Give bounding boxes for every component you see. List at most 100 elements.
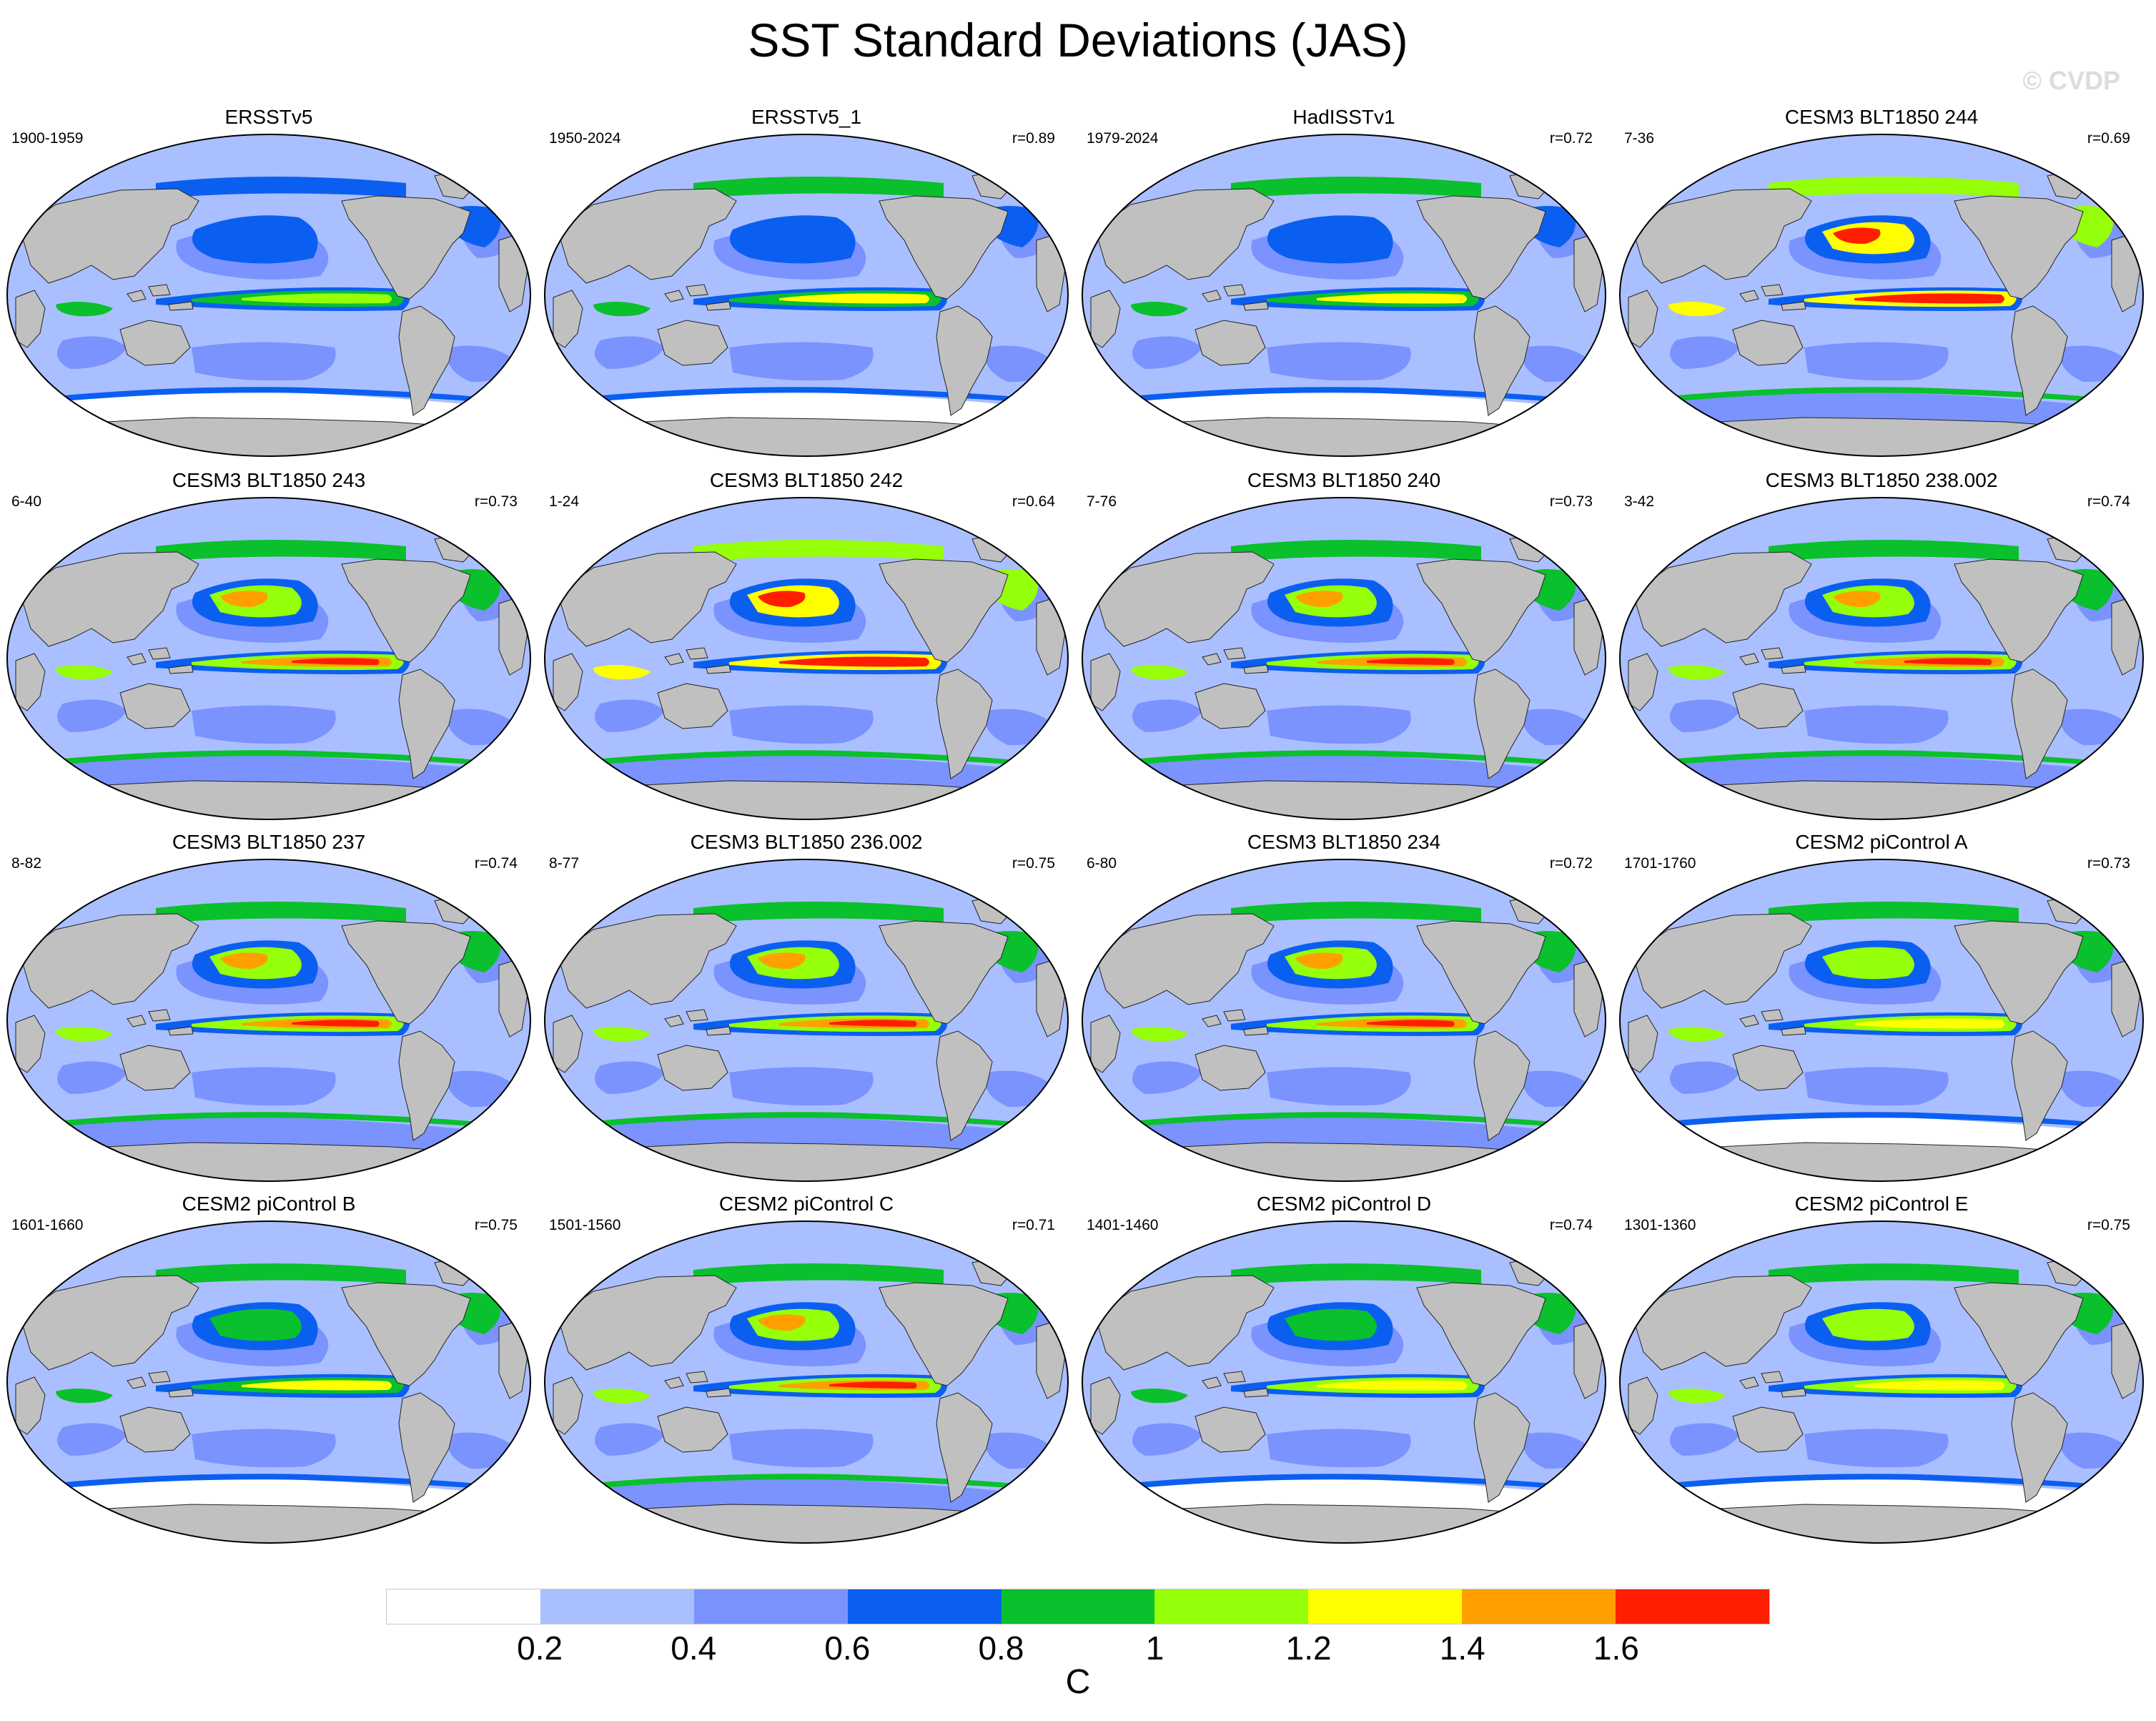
- mid-latitude-variance-patch: [57, 1061, 127, 1094]
- land-mass: [1954, 195, 2084, 300]
- sst-map: [6, 859, 531, 1182]
- land-mass: [1781, 1388, 1806, 1398]
- panel-title: CESM3 BLT1850 244: [1784, 106, 1979, 128]
- sst-map: [1082, 497, 1606, 820]
- land-mass: [1632, 551, 1812, 647]
- enso-core: [1317, 293, 1467, 304]
- southern-ocean-low-variance: [1124, 1115, 1574, 1151]
- panel-title: CESM2 piControl E: [1794, 1193, 1969, 1215]
- mid-latitude-variance-patch: [192, 342, 336, 381]
- map-border: [1082, 859, 1606, 1182]
- sst-map: [1082, 1221, 1606, 1544]
- land-mass: [936, 1030, 993, 1141]
- sst-map: [1619, 134, 2144, 457]
- kuroshio-extension-peak: [758, 952, 806, 970]
- southern-ocean-low-variance: [1124, 1477, 1574, 1513]
- colorbar-tick-label: 0.4: [671, 1629, 717, 1667]
- land-mass: [341, 1282, 471, 1386]
- mid-latitude-variance-patch: [1267, 342, 1411, 381]
- land-mass: [1195, 1045, 1266, 1091]
- land-mass: [1732, 1045, 1804, 1091]
- land-mass: [1094, 1275, 1275, 1371]
- panel-title: CESM2 piControl B: [182, 1193, 356, 1215]
- land-mass: [1739, 1015, 1759, 1027]
- panel-pattern-correlation: r=0.89: [1012, 130, 1055, 147]
- colorbar: [386, 1589, 1770, 1624]
- land-mass: [879, 558, 1009, 663]
- mid-latitude-variance-patch: [1267, 1429, 1411, 1468]
- southern-ocean-front: [56, 387, 499, 403]
- panel-pattern-correlation: r=0.73: [1549, 493, 1593, 510]
- enso-core: [779, 293, 929, 304]
- map-panel: ERSSTv5_1 1950-2024 r=0.89: [538, 106, 1075, 463]
- mid-latitude-variance-patch: [1670, 336, 1740, 369]
- southern-ocean-low-variance: [586, 1477, 1037, 1513]
- map-border: [1619, 1221, 2144, 1544]
- kuroshio-extension-peak: [1295, 591, 1343, 608]
- colorbar-tick-label: 0.8: [978, 1629, 1024, 1667]
- land-mass: [657, 320, 728, 366]
- north-pacific-high-variance: [1822, 947, 1914, 980]
- indian-ocean-variance: [1131, 1027, 1188, 1042]
- land-mass: [398, 1030, 455, 1141]
- indian-ocean-variance: [56, 1389, 113, 1404]
- arctic-variance-band: [693, 177, 944, 199]
- map-panel: CESM2 piControl B 1601-1660 r=0.75: [0, 1193, 538, 1550]
- sst-map: [1082, 134, 1606, 457]
- mid-latitude-variance-patch: [57, 1423, 127, 1456]
- mid-latitude-variance-patch: [1804, 1429, 1949, 1468]
- mid-latitude-variance-patch: [192, 1067, 336, 1106]
- indian-ocean-variance: [1668, 1389, 1726, 1404]
- southern-ocean-low-variance: [1661, 390, 2112, 426]
- land-mass: [2011, 1030, 2068, 1141]
- land-mass: [1243, 664, 1269, 674]
- map-border: [1082, 134, 1606, 457]
- arctic-variance-band: [693, 540, 944, 562]
- mid-latitude-variance-patch: [57, 699, 127, 732]
- sst-map: [544, 134, 1069, 457]
- colorbar-swatch: [1001, 1589, 1155, 1624]
- southern-ocean-front: [593, 750, 1037, 766]
- land-mass: [657, 1406, 728, 1453]
- kuroshio-extension-peak: [1295, 952, 1343, 970]
- enso-peak: [1904, 658, 1992, 665]
- land-mass: [1195, 683, 1266, 729]
- southern-ocean-low-variance: [49, 754, 499, 789]
- colorbar-labels: 0.2 0.4 0.6 0.8 1 1.2 1.4 1.6: [386, 1629, 1770, 1667]
- land-mass: [127, 653, 147, 666]
- land-mass: [686, 284, 708, 297]
- mid-latitude-variance-patch: [1132, 1423, 1202, 1456]
- map-panel: CESM3 BLT1850 243 6-40 r=0.73: [0, 469, 538, 827]
- land-mass: [398, 305, 455, 416]
- land-mass: [1732, 320, 1804, 366]
- mid-latitude-variance-patch: [1670, 699, 1740, 732]
- mid-latitude-variance-patch: [1804, 705, 1949, 744]
- land-mass: [557, 551, 737, 647]
- land-mass: [1195, 1406, 1266, 1453]
- panel-period: 1701-1760: [1624, 855, 1696, 872]
- enso-core: [1854, 1018, 2004, 1029]
- southern-ocean-front: [593, 1112, 1037, 1128]
- sst-map: [544, 497, 1069, 820]
- land-mass: [168, 301, 194, 311]
- sst-map: [1619, 1221, 2144, 1544]
- land-mass: [2011, 1392, 2068, 1503]
- land-mass: [1223, 284, 1246, 297]
- southern-ocean-low-variance: [1661, 1477, 2112, 1513]
- panel-pattern-correlation: r=0.71: [1012, 1217, 1055, 1233]
- panel-title: CESM2 piControl D: [1256, 1193, 1432, 1215]
- panel-pattern-correlation: r=0.72: [1549, 130, 1593, 147]
- panel-title: CESM3 BLT1850 236.002: [690, 831, 923, 853]
- colorbar-tick-label: 1.2: [1285, 1629, 1332, 1667]
- panel-pattern-correlation: r=0.74: [2087, 493, 2130, 510]
- map-panel: CESM3 BLT1850 236.002 8-77 r=0.75: [538, 831, 1075, 1188]
- map-panel: CESM3 BLT1850 242 1-24 r=0.64: [538, 469, 1075, 827]
- enso-core: [1854, 1380, 2004, 1391]
- map-panel: HadISSTv1 1979-2024 r=0.72: [1075, 106, 1613, 463]
- land-mass: [879, 920, 1009, 1025]
- panel-title: CESM3 BLT1850 237: [172, 831, 366, 853]
- land-mass: [706, 1026, 731, 1036]
- map-border: [1619, 134, 2144, 457]
- arctic-variance-band: [156, 177, 406, 199]
- panel-title: CESM2 piControl C: [718, 1193, 894, 1215]
